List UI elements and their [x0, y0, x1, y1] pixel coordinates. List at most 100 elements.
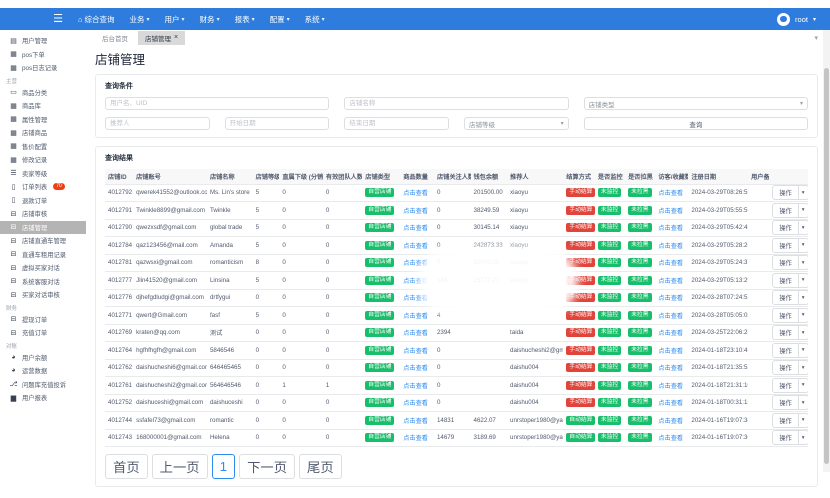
hamburger-icon[interactable]: ☰: [53, 13, 63, 25]
sidebar-item[interactable]: ⊟ 店铺直通车管理: [0, 234, 86, 248]
view-goods-link[interactable]: 点击查看: [403, 365, 428, 373]
start-date-input[interactable]: [224, 117, 330, 130]
store-level-select[interactable]: 店铺等级 ▾: [463, 117, 569, 130]
view-goods-link[interactable]: 点击查看: [403, 242, 428, 250]
view-visitors-link[interactable]: 点击查看: [658, 417, 684, 425]
action-button[interactable]: 操作: [772, 342, 799, 358]
action-dropdown-button[interactable]: ▾: [798, 202, 808, 218]
view-visitors-link[interactable]: 点击查看: [658, 312, 684, 320]
search-button[interactable]: 查询: [583, 117, 808, 130]
action-button[interactable]: 操作: [772, 220, 799, 236]
sidebar-item[interactable]: ⊟ 直通车租用记录: [0, 248, 86, 262]
view-visitors-link[interactable]: 点击查看: [658, 365, 684, 373]
sidebar-item[interactable]: ⊟ 系统客服对话: [0, 275, 86, 289]
referrer-input[interactable]: [105, 117, 210, 130]
view-goods-link[interactable]: 点击查看: [403, 382, 428, 390]
sidebar-item[interactable]: ◕ 用户余额: [0, 351, 86, 365]
action-button[interactable]: 操作: [772, 430, 799, 446]
sidebar-item[interactable]: ▦ 修改记录: [0, 153, 86, 167]
store-name-input[interactable]: [344, 97, 569, 110]
action-dropdown-button[interactable]: ▾: [798, 325, 808, 341]
nav-item[interactable]: 报表 ▾: [235, 14, 255, 25]
sidebar-item[interactable]: ⊟ 虚拟买家对话: [0, 261, 86, 275]
close-icon[interactable]: ×: [174, 34, 179, 41]
action-dropdown-button[interactable]: ▾: [798, 290, 808, 306]
nav-item[interactable]: 系统 ▾: [305, 14, 325, 25]
action-dropdown-button[interactable]: ▾: [798, 342, 808, 358]
sidebar-item[interactable]: ◕ 运营数据: [0, 364, 86, 378]
sidebar-item[interactable]: ▆ 用户报表: [0, 391, 86, 405]
action-dropdown-button[interactable]: ▾: [798, 412, 808, 428]
view-visitors-link[interactable]: 点击查看: [658, 435, 684, 443]
sidebar-item[interactable]: ▦ 售价配置: [0, 140, 86, 154]
view-goods-link[interactable]: 点击查看: [403, 417, 428, 425]
view-visitors-link[interactable]: 点击查看: [658, 190, 684, 198]
chevron-down-icon[interactable]: ▾: [812, 16, 816, 23]
view-goods-link[interactable]: 点击查看: [403, 330, 428, 338]
view-visitors-link[interactable]: 点击查看: [658, 400, 684, 408]
view-visitors-link[interactable]: 点击查看: [658, 242, 684, 250]
username-uid-input[interactable]: [105, 97, 330, 110]
action-button[interactable]: 操作: [772, 307, 799, 323]
view-visitors-link[interactable]: 点击查看: [658, 347, 684, 355]
nav-item[interactable]: 业务 ▾: [130, 14, 150, 25]
sidebar-item[interactable]: ▦ pos日志记录: [0, 61, 86, 75]
pagination-button[interactable]: 上一页: [151, 454, 208, 479]
action-button[interactable]: 操作: [772, 412, 799, 428]
nav-item[interactable]: 财务 ▾: [200, 14, 220, 25]
end-date-input[interactable]: [344, 117, 449, 130]
sidebar-item[interactable]: ▭ 商品分类: [0, 86, 86, 100]
sidebar-item[interactable]: ⊟ 提现订单: [0, 313, 86, 327]
view-goods-link[interactable]: 点击查看: [403, 347, 428, 355]
view-visitors-link[interactable]: 点击查看: [658, 382, 684, 390]
store-type-select[interactable]: 店铺类型 ▾: [583, 97, 808, 110]
sidebar-item[interactable]: ▦ 属性管理: [0, 113, 86, 127]
action-dropdown-button[interactable]: ▾: [798, 185, 808, 201]
view-goods-link[interactable]: 点击查看: [403, 400, 428, 408]
sidebar-item[interactable]: ▤ 用户管理: [0, 34, 86, 48]
action-dropdown-button[interactable]: ▾: [798, 377, 808, 393]
view-goods-link[interactable]: 点击查看: [403, 435, 428, 443]
action-dropdown-button[interactable]: ▾: [798, 307, 808, 323]
nav-item[interactable]: 配置 ▾: [270, 14, 290, 25]
view-goods-link[interactable]: 点击查看: [403, 190, 428, 198]
sidebar-item[interactable]: ☰ 卖家等级: [0, 167, 86, 181]
action-dropdown-button[interactable]: ▾: [798, 395, 808, 411]
view-visitors-link[interactable]: 点击查看: [658, 225, 684, 233]
sidebar-item[interactable]: ⊟ 买家对话审核: [0, 288, 86, 302]
sidebar-item[interactable]: ⊟ 充值订单: [0, 326, 86, 340]
sidebar-item[interactable]: ▯ 订单列表 70: [0, 180, 86, 194]
view-goods-link[interactable]: 点击查看: [403, 295, 428, 303]
action-button[interactable]: 操作: [772, 360, 799, 376]
action-button[interactable]: 操作: [772, 185, 799, 201]
view-goods-link[interactable]: 点击查看: [403, 207, 428, 215]
view-visitors-link[interactable]: 点击查看: [658, 295, 684, 303]
message-avatar-icon[interactable]: [777, 12, 791, 26]
action-dropdown-button[interactable]: ▾: [798, 237, 808, 253]
action-button[interactable]: 操作: [772, 395, 799, 411]
action-button[interactable]: 操作: [772, 377, 799, 393]
user-name[interactable]: root: [795, 14, 808, 24]
scrollbar-thumb[interactable]: [824, 68, 829, 464]
tab-store-management[interactable]: 店铺管理 ×: [138, 31, 186, 45]
sidebar-item[interactable]: ⊟ 店铺管理: [0, 220, 86, 234]
sidebar-item[interactable]: ⊟ 店铺审核: [0, 207, 86, 221]
view-visitors-link[interactable]: 点击查看: [658, 207, 684, 215]
view-visitors-link[interactable]: 点击查看: [658, 277, 684, 285]
pagination-button[interactable]: 首页: [105, 454, 148, 479]
action-dropdown-button[interactable]: ▾: [798, 220, 808, 236]
action-button[interactable]: 操作: [772, 237, 799, 253]
tab-home[interactable]: 后台首页: [102, 36, 128, 43]
action-button[interactable]: 操作: [772, 290, 799, 306]
action-dropdown-button[interactable]: ▾: [798, 360, 808, 376]
nav-item[interactable]: 用户 ▾: [165, 14, 185, 25]
view-goods-link[interactable]: 点击查看: [403, 260, 428, 268]
view-goods-link[interactable]: 点击查看: [403, 225, 428, 233]
sidebar-item[interactable]: ▦ 店铺商品: [0, 126, 86, 140]
action-button[interactable]: 操作: [772, 202, 799, 218]
sidebar-item[interactable]: ▯ 退款订单: [0, 194, 86, 208]
action-button[interactable]: 操作: [772, 325, 799, 341]
sidebar-item[interactable]: ▦ pos下单: [0, 48, 86, 62]
action-dropdown-button[interactable]: ▾: [798, 272, 808, 288]
view-visitors-link[interactable]: 点击查看: [658, 330, 684, 338]
